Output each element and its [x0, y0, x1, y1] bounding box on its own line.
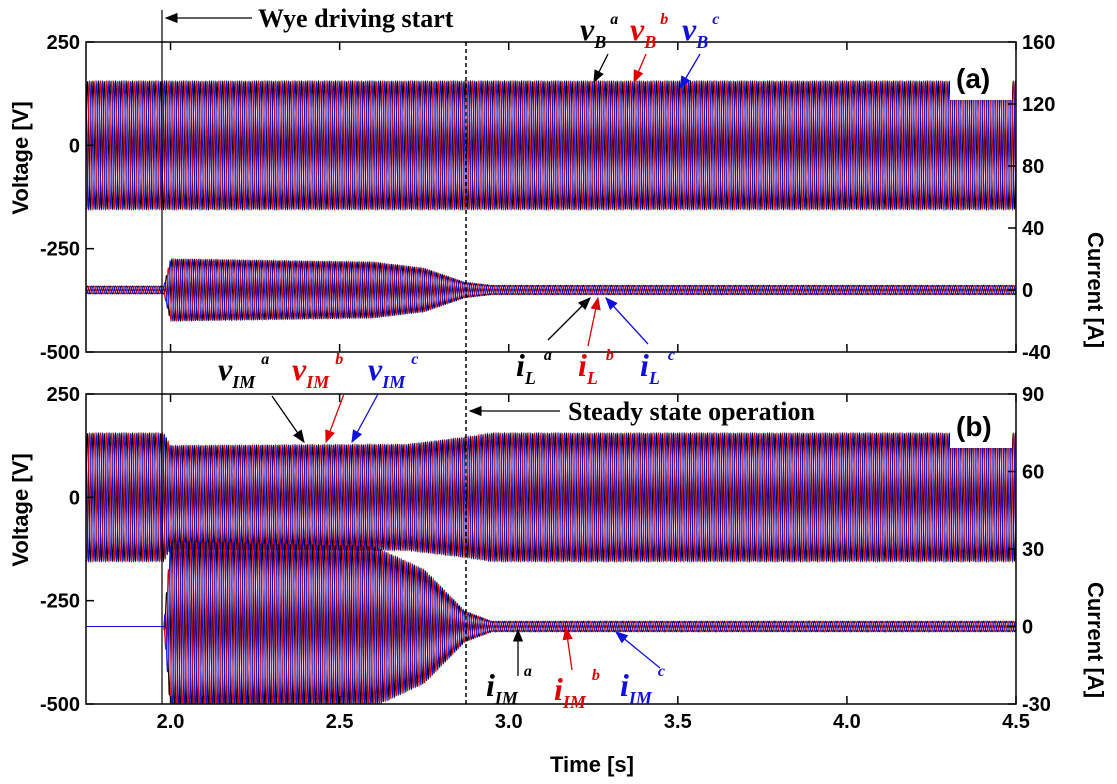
y-right-tick-label: 80 — [1022, 156, 1044, 178]
arrow-vB-c — [679, 53, 701, 90]
x-tick-label: 4.0 — [833, 711, 861, 733]
y-left-tick-label: 250 — [47, 32, 80, 54]
label-vIM-c: vIMc — [368, 351, 418, 392]
trace-iL-c — [86, 258, 1016, 322]
panel-b-ylabel-right: Current [A] — [1083, 582, 1108, 698]
y-right-tick-label: 0 — [1022, 280, 1033, 302]
y-left-tick-label: -250 — [40, 591, 80, 613]
legend-b-voltage: vIMa vIMb vIMc — [218, 351, 418, 444]
panel-a-label: (a) — [956, 63, 990, 94]
label-iIM-a: iIMa — [486, 663, 532, 708]
arrow-iL-b — [587, 296, 601, 347]
trace-vB-a — [86, 79, 1016, 211]
x-tick-label: 2.5 — [326, 711, 354, 733]
y-right-tick-label: -40 — [1022, 342, 1051, 364]
label-iL-b: iLb — [578, 347, 614, 388]
trace-vIM-a — [86, 431, 1016, 563]
y-left-tick-label: -500 — [40, 342, 80, 364]
panel-b-label-bg — [950, 404, 1012, 448]
arrow-vB-a — [593, 53, 609, 84]
y-right-tick-label: 60 — [1022, 462, 1044, 484]
arrow-iL-c — [605, 297, 649, 345]
arrow-vIM-a — [271, 395, 305, 444]
label-vB-c: vBc — [682, 11, 719, 52]
panel-b-ticks: 2.0 2.5 3.0 3.5 4.0 4.5 250 0 -250 -500 90 60 30 0 -30 — [40, 384, 1051, 733]
panel-b-label: (b) — [956, 411, 992, 442]
panel-a-frame — [85, 41, 1017, 353]
arrow-vIM-b — [325, 393, 345, 444]
label-vB-a: vBa — [580, 11, 618, 52]
arrow-iIM-b — [562, 626, 573, 671]
panel-a-ylabel-left: Voltage [V] — [8, 101, 33, 214]
y-right-tick-label: 160 — [1022, 32, 1055, 54]
steady-state-annotation: Steady state operation — [568, 397, 816, 426]
label-iIM-c: iIMc — [620, 663, 665, 708]
trace-iIM-c — [86, 539, 1016, 704]
y-left-tick-label: 0 — [69, 487, 80, 509]
panel-a-ylabel-right: Current [A] — [1083, 232, 1108, 348]
y-right-tick-label: 0 — [1022, 617, 1033, 639]
panel-a: 250 0 -250 -500 160 120 80 40 0 -40 (a) Voltage [… — [8, 32, 1108, 364]
panel-b-traces — [86, 431, 1016, 704]
panel-a-label-bg — [950, 56, 1012, 100]
trace-vB-b — [86, 79, 1016, 211]
y-left-tick-label: -250 — [40, 239, 80, 261]
label-vIM-b: vIMb — [292, 351, 343, 392]
arrow-vB-b — [633, 53, 647, 84]
y-left-tick-label: -500 — [40, 694, 80, 716]
panel-a-traces — [86, 79, 1016, 323]
trace-iL-b — [86, 257, 1016, 322]
arrow-vIM-c — [351, 393, 379, 444]
legend-b-current: iIMa iIMb iIMc — [486, 626, 665, 712]
wye-start-annotation: Wye driving start — [258, 4, 454, 33]
x-tick-label: 2.0 — [157, 711, 185, 733]
label-iL-a: iLa — [516, 347, 552, 388]
y-right-tick-label: 120 — [1022, 94, 1055, 116]
x-tick-label: 4.5 — [1002, 711, 1030, 733]
x-axis-label: Time [s] — [550, 752, 634, 777]
y-right-tick-label: 40 — [1022, 218, 1044, 240]
panel-a-ticks: 250 0 -250 -500 160 120 80 40 0 -40 — [40, 32, 1055, 364]
label-iIM-b: iIMb — [554, 667, 600, 712]
label-iL-c: iLc — [640, 347, 675, 388]
legend-a-voltage: vBa vBb vBc — [580, 11, 719, 90]
label-vIM-a: vIMa — [218, 351, 269, 392]
panel-b-ylabel-left: Voltage [V] — [8, 453, 33, 566]
x-tick-label: 3.0 — [495, 711, 523, 733]
y-right-tick-label: -30 — [1022, 694, 1051, 716]
arrow-iL-a — [547, 297, 591, 341]
y-right-tick-label: 30 — [1022, 539, 1044, 561]
y-right-tick-label: 90 — [1022, 384, 1044, 406]
y-left-tick-label: 0 — [69, 135, 80, 157]
trace-vIM-b — [86, 431, 1016, 563]
panel-b: 2.0 2.5 3.0 3.5 4.0 4.5 250 0 -250 -500 90 60 30 0 -30… — [8, 384, 1108, 733]
y-left-tick-label: 250 — [47, 384, 80, 406]
x-tick-label: 3.5 — [664, 711, 692, 733]
arrow-iIM-c — [614, 631, 661, 669]
legend-a-current: iLa iLb iLc — [516, 296, 675, 388]
trace-vB-c — [86, 79, 1016, 211]
label-vB-b: vBb — [630, 11, 668, 52]
